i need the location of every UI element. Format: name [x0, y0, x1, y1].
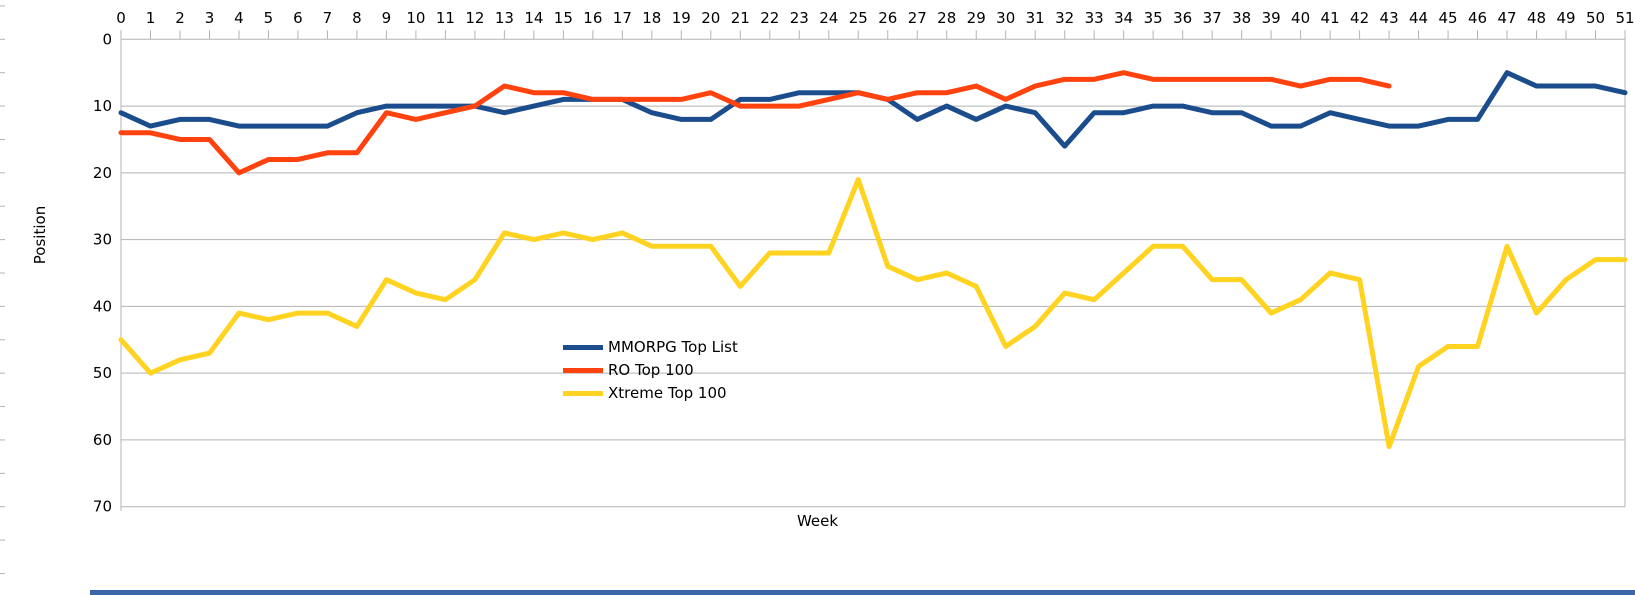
x-tick-label: 9: [382, 9, 392, 27]
x-tick-label: 11: [436, 9, 455, 27]
series-line-xtreme-top-100: [118, 177, 1628, 450]
x-tick-label: 15: [554, 9, 573, 27]
x-tick-label: 8: [352, 9, 362, 27]
x-tick-label: 47: [1497, 9, 1516, 27]
x-tick-label: 38: [1232, 9, 1251, 27]
chart-legend: MMORPG Top List RO Top 100 Xtreme Top 10…: [563, 336, 738, 405]
x-tick-label: 1: [146, 9, 156, 27]
x-tick-label: 16: [583, 9, 602, 27]
x-tick-label: 43: [1380, 9, 1399, 27]
y-tick-label: 30: [93, 231, 112, 249]
y-tick-label: 60: [93, 431, 112, 449]
y-tick-label: 50: [93, 364, 112, 382]
x-tick-label: 45: [1439, 9, 1458, 27]
x-tick-label: 40: [1291, 9, 1310, 27]
x-tick-label: 18: [642, 9, 661, 27]
x-tick-label: 2: [175, 9, 185, 27]
legend-swatch-ro: [563, 368, 603, 373]
x-tick-label: 27: [908, 9, 927, 27]
x-axis-title: Week: [796, 512, 839, 530]
x-tick-label: 6: [293, 9, 303, 27]
x-tick-label: 5: [264, 9, 274, 27]
y-tick-label: 70: [93, 498, 112, 516]
x-tick-label: 39: [1262, 9, 1281, 27]
x-tick-label: 3: [205, 9, 215, 27]
x-tick-label: 33: [1085, 9, 1104, 27]
series-line-ro-top-100: [118, 70, 1392, 176]
legend-label-ro: RO Top 100: [608, 361, 694, 379]
x-tick-label: 50: [1586, 9, 1605, 27]
y-tick-label: 10: [93, 97, 112, 115]
x-tick-label: 0: [116, 9, 126, 27]
x-tick-label: 26: [878, 9, 897, 27]
x-tick-label: 19: [672, 9, 691, 27]
legend-swatch-xtreme: [563, 391, 603, 396]
x-tick-label: 14: [524, 9, 543, 27]
x-tick-label: 17: [613, 9, 632, 27]
x-tick-label: 20: [701, 9, 720, 27]
x-tick-label: 31: [1026, 9, 1045, 27]
x-tick-label: 44: [1409, 9, 1428, 27]
x-tick-label: 13: [495, 9, 514, 27]
series-line-mmorpg-top-list: [118, 70, 1628, 149]
x-tick-label: 36: [1173, 9, 1192, 27]
y-axis-title: Position: [31, 205, 49, 265]
y-tick-label: 20: [93, 164, 112, 182]
x-tick-label: 34: [1114, 9, 1133, 27]
x-tick-label: 29: [967, 9, 986, 27]
x-tick-label: 10: [406, 9, 425, 27]
x-tick-label: 46: [1468, 9, 1487, 27]
x-tick-label: 23: [790, 9, 809, 27]
bottom-edge-bar: [90, 590, 1635, 595]
x-tick-label: 42: [1350, 9, 1369, 27]
x-tick-label: 21: [731, 9, 750, 27]
legend-item-xtreme: Xtreme Top 100: [563, 382, 738, 405]
y-tick-label: 40: [93, 297, 112, 315]
legend-swatch-mmorpg: [563, 345, 603, 350]
x-tick-label: 48: [1527, 9, 1546, 27]
x-tick-label: 22: [760, 9, 779, 27]
x-tick-label: 28: [937, 9, 956, 27]
x-tick-label: 25: [849, 9, 868, 27]
x-tick-label: 49: [1556, 9, 1575, 27]
legend-item-ro: RO Top 100: [563, 359, 738, 382]
y-tick-label: 0: [102, 30, 112, 48]
legend-label-xtreme: Xtreme Top 100: [608, 384, 727, 402]
x-tick-label: 32: [1055, 9, 1074, 27]
legend-item-mmorpg: MMORPG Top List: [563, 336, 738, 359]
x-tick-label: 7: [323, 9, 333, 27]
x-tick-label: 41: [1321, 9, 1340, 27]
x-tick-label: 35: [1144, 9, 1163, 27]
x-tick-label: 37: [1203, 9, 1222, 27]
x-tick-label: 30: [996, 9, 1015, 27]
x-tick-label: 24: [819, 9, 838, 27]
x-tick-label: 12: [465, 9, 484, 27]
x-tick-label: 4: [234, 9, 244, 27]
x-tick-label: 51: [1615, 9, 1634, 27]
legend-label-mmorpg: MMORPG Top List: [608, 338, 738, 356]
